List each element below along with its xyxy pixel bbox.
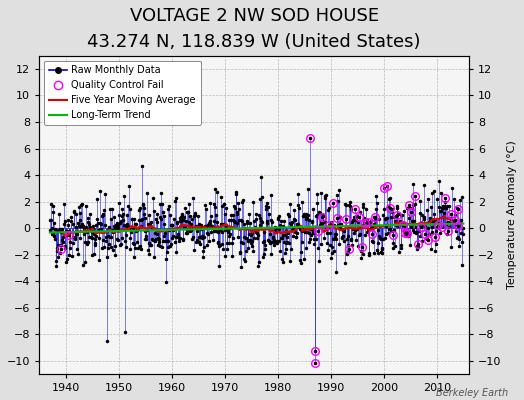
Title: VOLTAGE 2 NW SOD HOUSE
43.274 N, 118.839 W (United States): VOLTAGE 2 NW SOD HOUSE 43.274 N, 118.839… <box>88 7 421 51</box>
Legend: Raw Monthly Data, Quality Control Fail, Five Year Moving Average, Long-Term Tren: Raw Monthly Data, Quality Control Fail, … <box>44 60 201 125</box>
Text: Berkeley Earth: Berkeley Earth <box>436 388 508 398</box>
Y-axis label: Temperature Anomaly (°C): Temperature Anomaly (°C) <box>507 140 517 289</box>
